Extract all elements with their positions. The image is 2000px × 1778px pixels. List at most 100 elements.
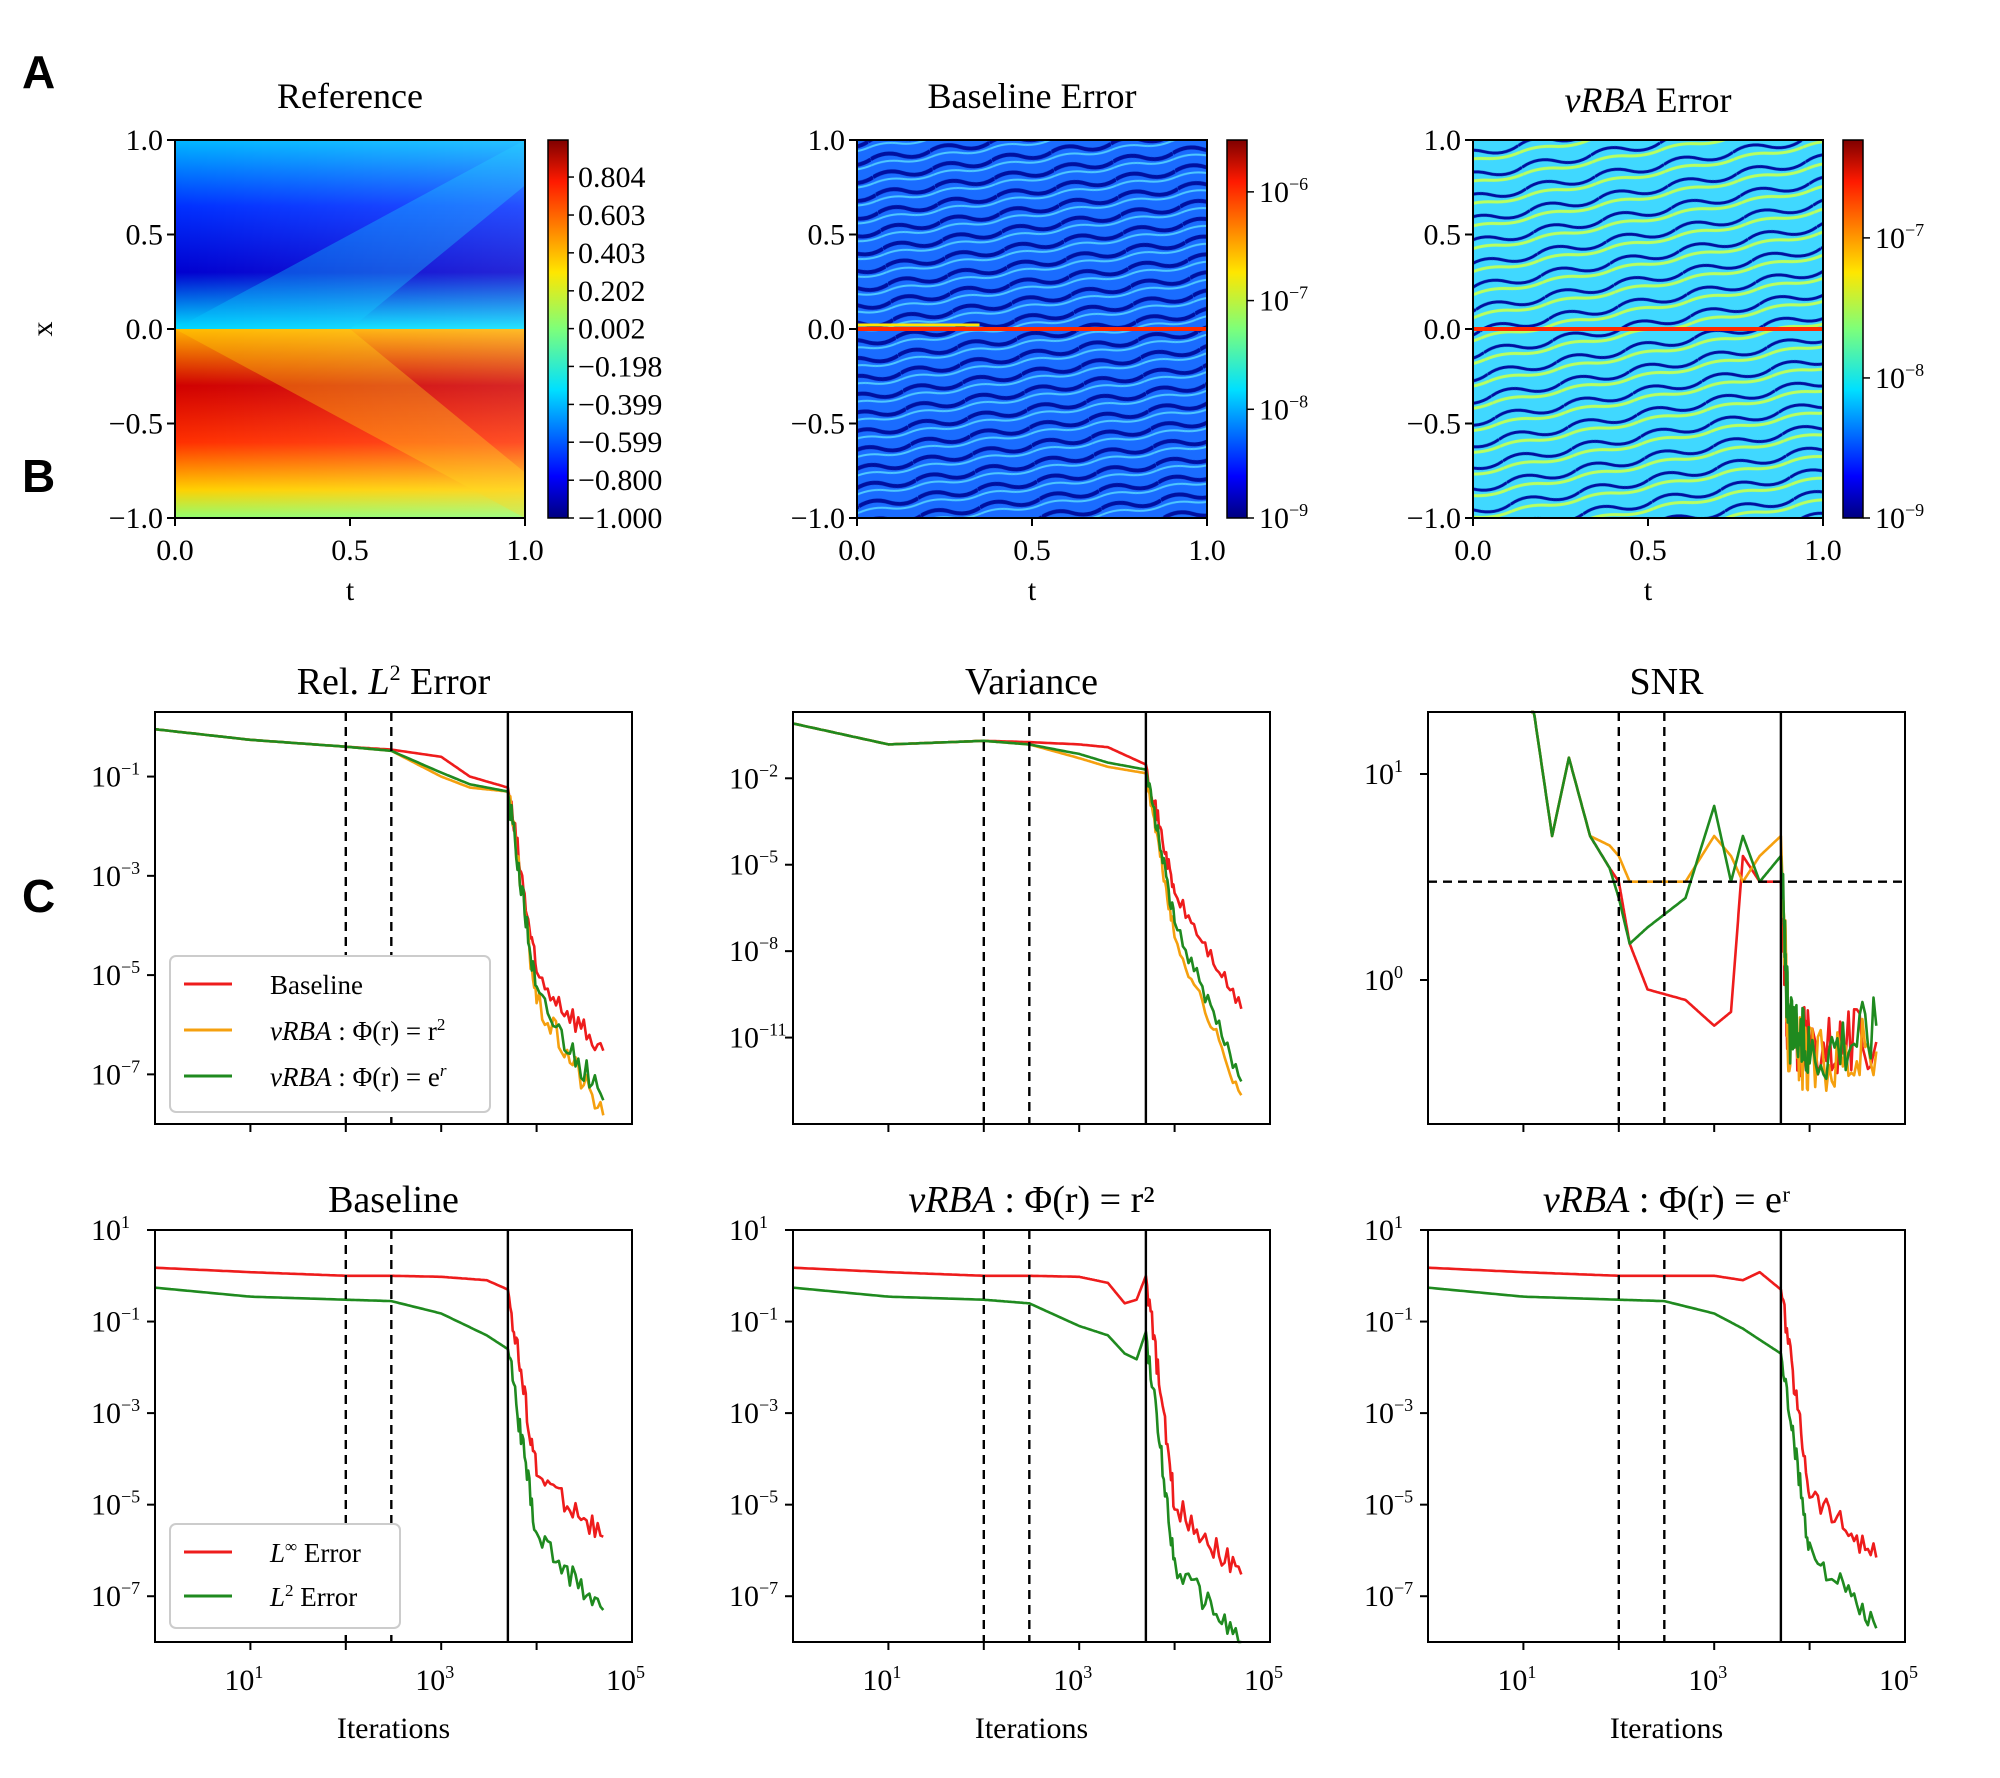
x-tick-label-sup: 3	[1083, 1662, 1092, 1682]
colorbar-tick-label: 10−9	[1875, 500, 1924, 535]
y-tick-label: 10−5	[729, 1487, 778, 1522]
x-axis-label: Iterations	[975, 1712, 1088, 1745]
chart-title: SNR	[1630, 661, 1705, 703]
y-tick-label-base: 10	[91, 761, 121, 794]
chart-title: vRBA : Φ(r) = r²	[908, 1179, 1154, 1221]
x-axis-label: t	[1028, 574, 1037, 607]
x-axis-label: Iterations	[337, 1712, 450, 1745]
y-tick-label-sup: −7	[121, 1056, 140, 1076]
legend-label-linf: L∞ Error	[269, 1537, 361, 1568]
y-tick-label-sup: −3	[121, 858, 140, 878]
y-tick-label-base: 10	[1364, 1489, 1394, 1522]
colorbar-tick-label: 10−8	[1875, 360, 1924, 395]
y-tick-label: 10−3	[729, 1395, 778, 1430]
x-tick-label: 101	[1497, 1662, 1536, 1697]
series-line-1	[154, 1286, 605, 1611]
heatmap-title-rest: Error	[1646, 80, 1731, 120]
plot-frame	[792, 711, 1271, 1125]
legend-linf-sup: ∞	[285, 1537, 297, 1556]
y-tick-label: 10−7	[1364, 1578, 1413, 1613]
y-tick-label: 10−11	[729, 1020, 786, 1055]
series-line-1	[1427, 1286, 1878, 1629]
plot-frame	[154, 711, 633, 1125]
y-tick-label-base: 10	[729, 1580, 759, 1613]
y-tick-label-sup: −7	[1394, 1578, 1413, 1598]
y-tick-label: −0.5	[109, 408, 163, 441]
x-tick-label-sup: 5	[1274, 1662, 1283, 1682]
y-tick-label-sup: −7	[121, 1578, 140, 1598]
x-tick-label-sup: 3	[445, 1662, 454, 1682]
heatmap-title: vRBA Error	[1565, 80, 1732, 120]
colorbar-tick-label: 10−6	[1259, 174, 1308, 209]
legend-vrba-italic: vRBA	[270, 1062, 332, 1092]
colorbar-tick-label-base: 10	[1259, 502, 1289, 535]
y-tick-label-sup: 1	[121, 1212, 130, 1232]
legend-er-sup: r	[440, 1061, 447, 1080]
plot-frame	[154, 1229, 633, 1643]
y-tick-label: 101	[91, 1212, 130, 1247]
y-tick-label: 10−5	[729, 847, 778, 882]
colorbar-tick-label-sup: −6	[1289, 174, 1308, 194]
x-tick-label-base: 10	[415, 1664, 445, 1697]
colorbar-tick-label: 10−9	[1259, 500, 1308, 535]
y-tick-label-base: 10	[729, 762, 759, 795]
colorbar-tick-label-sup: −8	[1289, 391, 1308, 411]
y-tick-label-sup: −3	[759, 1395, 778, 1415]
y-tick-label: 0.5	[808, 219, 846, 252]
legend-label-vrba-r2: vRBA : Φ(r) = r2	[270, 1015, 445, 1046]
x-tick-label: 105	[1244, 1662, 1283, 1697]
y-tick-label: −1.0	[791, 502, 845, 535]
y-tick-label-base: 10	[729, 1214, 759, 1247]
colorbar-tick-label-sup: −9	[1289, 500, 1308, 520]
x-tick-label-sup: 1	[892, 1662, 901, 1682]
colorbar-tick-label-sup: −7	[1905, 220, 1924, 240]
series-line-2	[1530, 710, 1878, 1081]
y-tick-label-sup: −7	[759, 1578, 778, 1598]
y-tick-label: 100	[1364, 962, 1403, 997]
colorbar-tick-label: 0.403	[578, 237, 646, 270]
x-tick-label: 0.0	[1454, 534, 1492, 567]
colorbar-tick-label: 0.002	[578, 313, 646, 346]
plot-area	[793, 712, 1270, 1124]
x-tick-label: 1.0	[506, 534, 544, 567]
y-tick-label: 10−5	[91, 1487, 140, 1522]
chart-title-italic: vRBA	[908, 1179, 995, 1221]
legend-l2-base: L	[269, 1582, 285, 1612]
y-tick-label-base: 10	[729, 935, 759, 968]
y-tick-label: 0.0	[808, 313, 846, 346]
legend-linf-base: L	[269, 1538, 285, 1568]
legend-l2-rest: Error	[294, 1582, 358, 1612]
colorbar-tick-label: 0.202	[578, 275, 646, 308]
chart-title: Variance	[965, 661, 1098, 703]
colorbar-tick-label: 10−8	[1259, 391, 1308, 426]
chart-title-sup: 2	[390, 660, 401, 685]
y-tick-label: 10−5	[1364, 1487, 1413, 1522]
colorbar-tick-label-base: 10	[1875, 502, 1905, 535]
y-tick-label-sup: −11	[759, 1020, 786, 1040]
y-tick-label-base: 10	[91, 959, 121, 992]
x-tick-label-base: 10	[1497, 1664, 1527, 1697]
legend-linf-rest: Error	[297, 1538, 361, 1568]
y-tick-label: 10−7	[91, 1578, 140, 1613]
y-tick-label: 10−5	[91, 957, 140, 992]
x-tick-label-base: 10	[1688, 1664, 1718, 1697]
y-tick-label: 10−8	[729, 933, 778, 968]
y-tick-label-base: 10	[91, 1058, 121, 1091]
panel-label-c: C	[22, 870, 55, 922]
heatmap-title-italic: vRBA	[1565, 80, 1648, 120]
y-tick-label: 10−7	[91, 1056, 140, 1091]
y-tick-label: 1.0	[1424, 124, 1462, 157]
x-tick-label-sup: 1	[254, 1662, 263, 1682]
x-tick-label: 0.5	[1013, 534, 1051, 567]
x-axis-label: Iterations	[1610, 1712, 1723, 1745]
y-tick-label: 10−2	[729, 760, 778, 795]
x-tick-label: 101	[224, 1662, 263, 1697]
colorbar-tick-label-base: 10	[1259, 393, 1289, 426]
y-tick-label-sup: 0	[1394, 962, 1403, 982]
